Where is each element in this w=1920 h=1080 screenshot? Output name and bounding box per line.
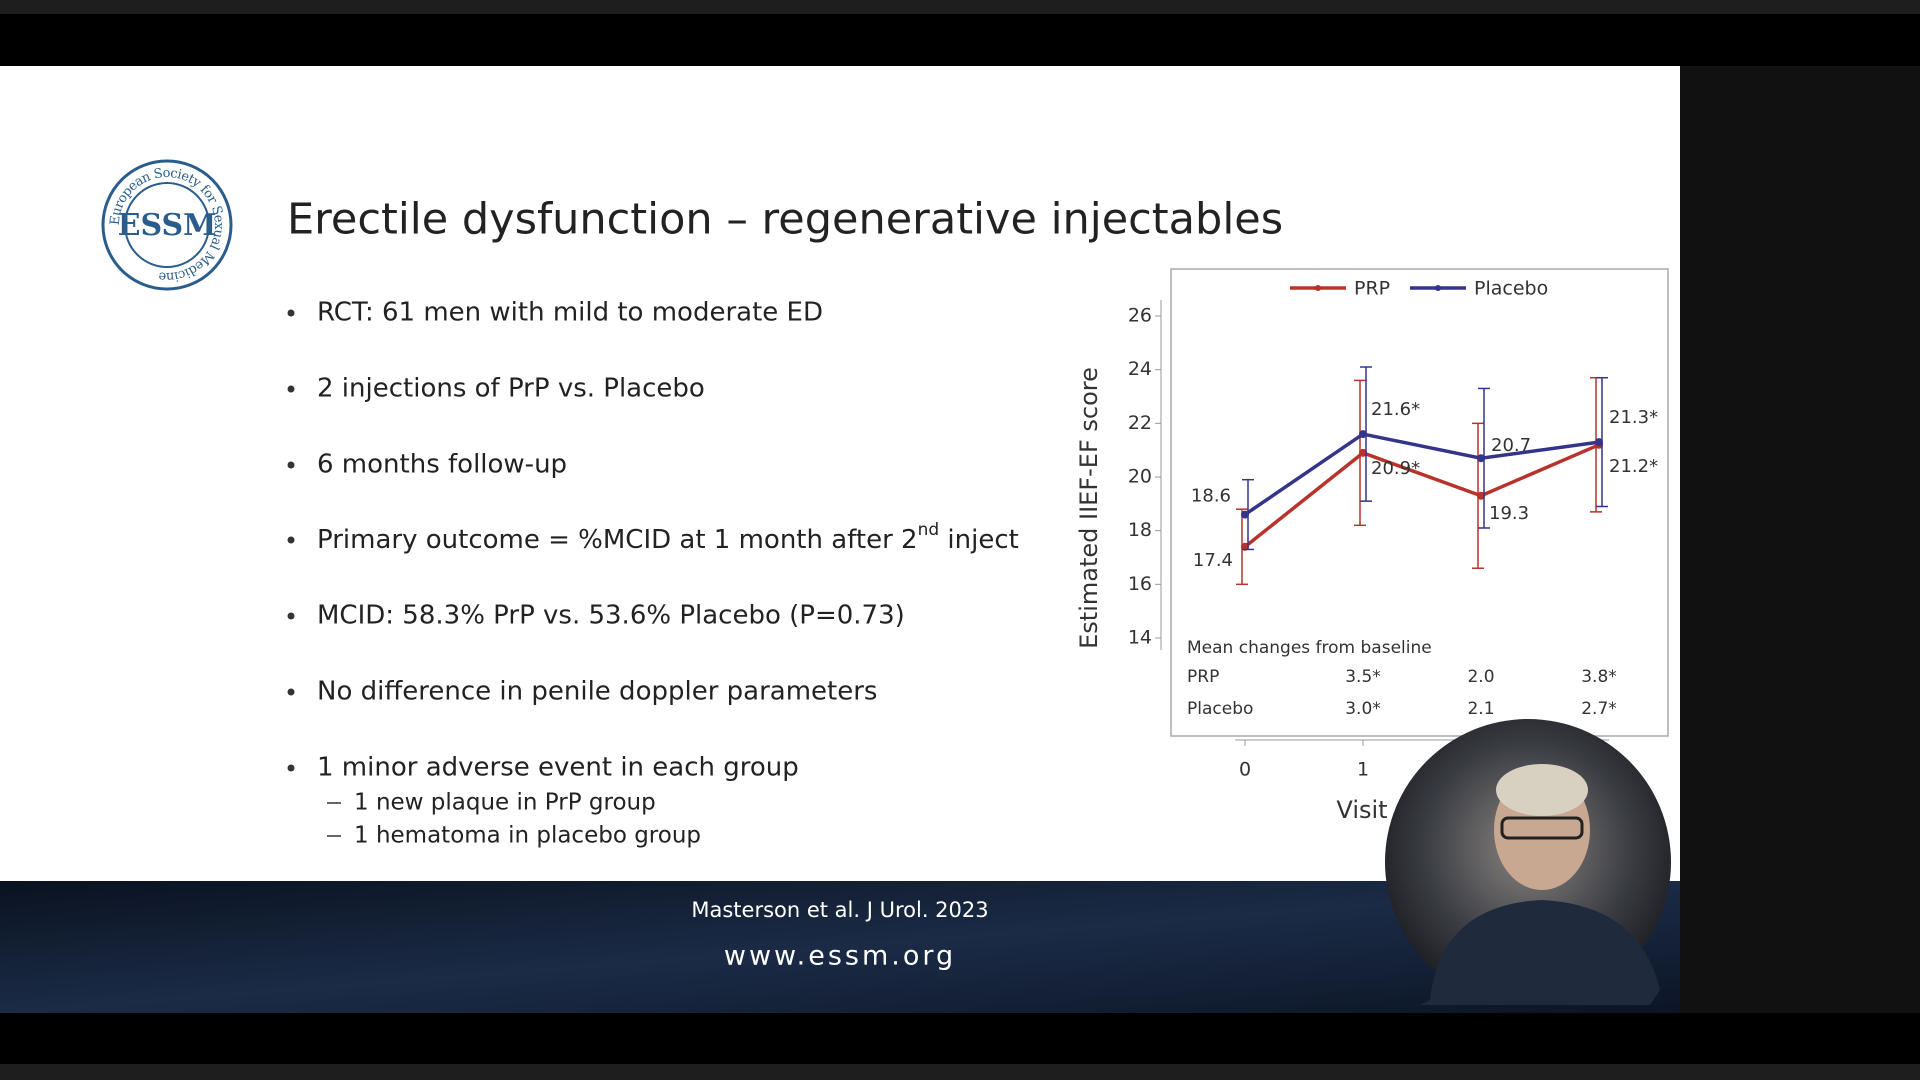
data-label: 18.6: [1191, 486, 1231, 507]
y-tick-label: 26: [1128, 305, 1152, 327]
table-value: 2.0: [1467, 667, 1494, 687]
bullet-text: MCID: 58.3% PrP vs. 53.6% Placebo (P=0.7…: [317, 601, 905, 631]
bullet-dot: [287, 688, 295, 696]
glasses: [1500, 816, 1584, 840]
data-label: 20.9*: [1371, 458, 1420, 479]
chart-frame: [1170, 268, 1669, 737]
bullets: RCT: 61 men with mild to moderate ED 2 in…: [287, 298, 1019, 849]
bullet-text: Primary outcome = %MCID at 1 month after…: [317, 520, 1019, 555]
point: [1477, 491, 1485, 500]
point: [1359, 448, 1367, 457]
data-label: 19.3: [1489, 503, 1529, 524]
person-hair: [1496, 764, 1588, 816]
y-tick-label: 24: [1128, 358, 1152, 380]
bullet-dot: [287, 461, 295, 469]
data-label: 20.7: [1491, 435, 1531, 456]
legend-dot: [1435, 285, 1441, 291]
legend-dot: [1315, 285, 1321, 291]
bullet-sup: nd: [918, 520, 940, 540]
data-label: 21.6*: [1371, 399, 1420, 420]
bullet-dot: [287, 385, 295, 393]
y-tick-label: 16: [1128, 573, 1152, 595]
chart: 14 16 18 20 22 24 26 0 1 Visit Estimated IIEF-EF s…: [1075, 278, 1658, 825]
table-value: 3.5*: [1345, 667, 1381, 687]
bullet-text-main: Primary outcome = %MCID at 1 month after…: [317, 525, 918, 555]
person-body: [1420, 900, 1660, 1005]
data-label: 21.2*: [1609, 456, 1658, 477]
bullet-text-end: inject: [939, 525, 1019, 555]
point: [1241, 510, 1249, 519]
bullet-text: 1 minor adverse event in each group: [317, 753, 799, 783]
x-axis-label: Visit: [1336, 796, 1387, 824]
y-tick-label: 18: [1128, 519, 1152, 541]
table-value: 3.0*: [1345, 699, 1381, 719]
legend-label: PRP: [1354, 278, 1390, 300]
bullet-text: 2 injections of PrP vs. Placebo: [317, 374, 705, 404]
point: [1595, 438, 1603, 447]
table-value: 3.8*: [1581, 667, 1617, 687]
series-line: [1243, 443, 1600, 549]
logo-mark: ESSM: [118, 208, 217, 243]
bullet-text: No difference in penile doppler paramete…: [317, 677, 877, 707]
point: [1477, 454, 1485, 463]
data-label: 17.4: [1193, 550, 1233, 571]
bullet-dot: [287, 536, 295, 544]
logo-circle: [101, 159, 233, 291]
table-value: 2.7*: [1581, 699, 1617, 719]
y-tick-label: 20: [1128, 466, 1152, 488]
bullet-dot: [287, 309, 295, 317]
side-panel: [1680, 66, 1920, 1013]
table-row-name: PRP: [1187, 667, 1219, 687]
x-tick-label: 0: [1239, 759, 1251, 781]
table-title: Mean changes from baseline: [1187, 638, 1432, 658]
url: www.essm.org: [724, 941, 956, 972]
table-value: 2.1: [1467, 699, 1494, 719]
citation: Masterson et al. J Urol. 2023: [691, 898, 988, 922]
bottom-strip: [0, 1064, 1920, 1080]
logo: European Society for Sexual Medicine ESS…: [101, 159, 233, 291]
sub-bullet-text: 1 new plaque in PrP group: [354, 790, 656, 816]
bullet-dot: [287, 764, 295, 772]
webcam: [1385, 719, 1671, 1005]
point: [1359, 430, 1367, 439]
y-tick-label: 14: [1128, 627, 1152, 649]
top-strip: [0, 0, 1920, 14]
table-row-name: Placebo: [1187, 699, 1253, 719]
bullet-dot: [287, 612, 295, 620]
data-label: 21.3*: [1609, 407, 1658, 428]
bullet-text: 6 months follow-up: [317, 450, 567, 480]
series-line: [1244, 432, 1600, 517]
y-tick-label: 22: [1128, 412, 1152, 434]
bullet-text: RCT: 61 men with mild to moderate ED: [317, 298, 823, 328]
sub-bullet-text: 1 hematoma in placebo group: [354, 823, 701, 849]
y-axis-label: Estimated IIEF-EF score: [1075, 367, 1103, 649]
legend-label: Placebo: [1474, 278, 1548, 300]
slide-title: Erectile dysfunction – regenerative inje…: [287, 195, 1283, 245]
logo-inner: [124, 182, 210, 268]
x-tick-label: 1: [1357, 759, 1369, 781]
